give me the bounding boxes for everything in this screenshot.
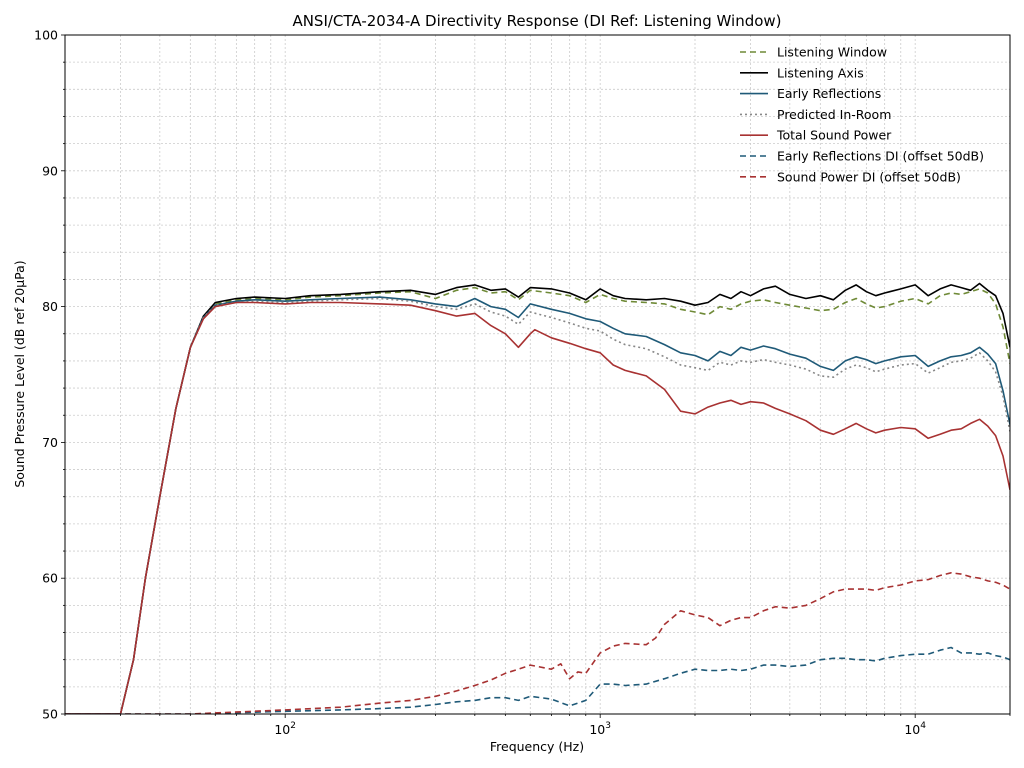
y-tick-label: 90: [42, 163, 58, 178]
y-tick-label: 50: [42, 707, 58, 722]
y-axis-label: Sound Pressure Level (dB ref 20µPa): [12, 260, 27, 487]
series-layer: [65, 282, 1010, 714]
legend-label: Total Sound Power: [776, 128, 892, 143]
chart-title: ANSI/CTA-2034-A Directivity Response (DI…: [292, 12, 781, 30]
legend-label: Listening Window: [777, 45, 887, 60]
series-line-3: [65, 296, 1010, 714]
y-tick-label: 100: [34, 28, 58, 43]
legend-label: Listening Axis: [777, 65, 864, 80]
series-line-7: [65, 571, 1010, 714]
y-tick-label: 70: [42, 435, 58, 450]
series-line-2: [65, 282, 1010, 714]
series-line-6: [65, 646, 1010, 714]
series-line-5: [65, 301, 1010, 714]
plot-frame: [64, 34, 1011, 715]
y-tick-label: 60: [42, 571, 58, 586]
x-axis-label: Frequency (Hz): [490, 739, 584, 754]
legend-label: Predicted In-Room: [777, 107, 891, 122]
x-tick-label: 103: [589, 721, 611, 737]
legend-label: Early Reflections DI (offset 50dB): [777, 149, 984, 164]
y-tick-label: 80: [42, 299, 58, 314]
legend: Listening Window Listening Axis Early Refl…: [740, 45, 984, 184]
x-tick-label: 104: [904, 721, 926, 737]
series-line-1: [65, 286, 1010, 714]
legend-label: Sound Power DI (offset 50dB): [777, 169, 961, 184]
x-tick-label: 102: [274, 721, 296, 737]
legend-label: Early Reflections: [777, 86, 881, 101]
ticks: 50 60 70 80 90 100 102 103 104: [34, 28, 1011, 737]
